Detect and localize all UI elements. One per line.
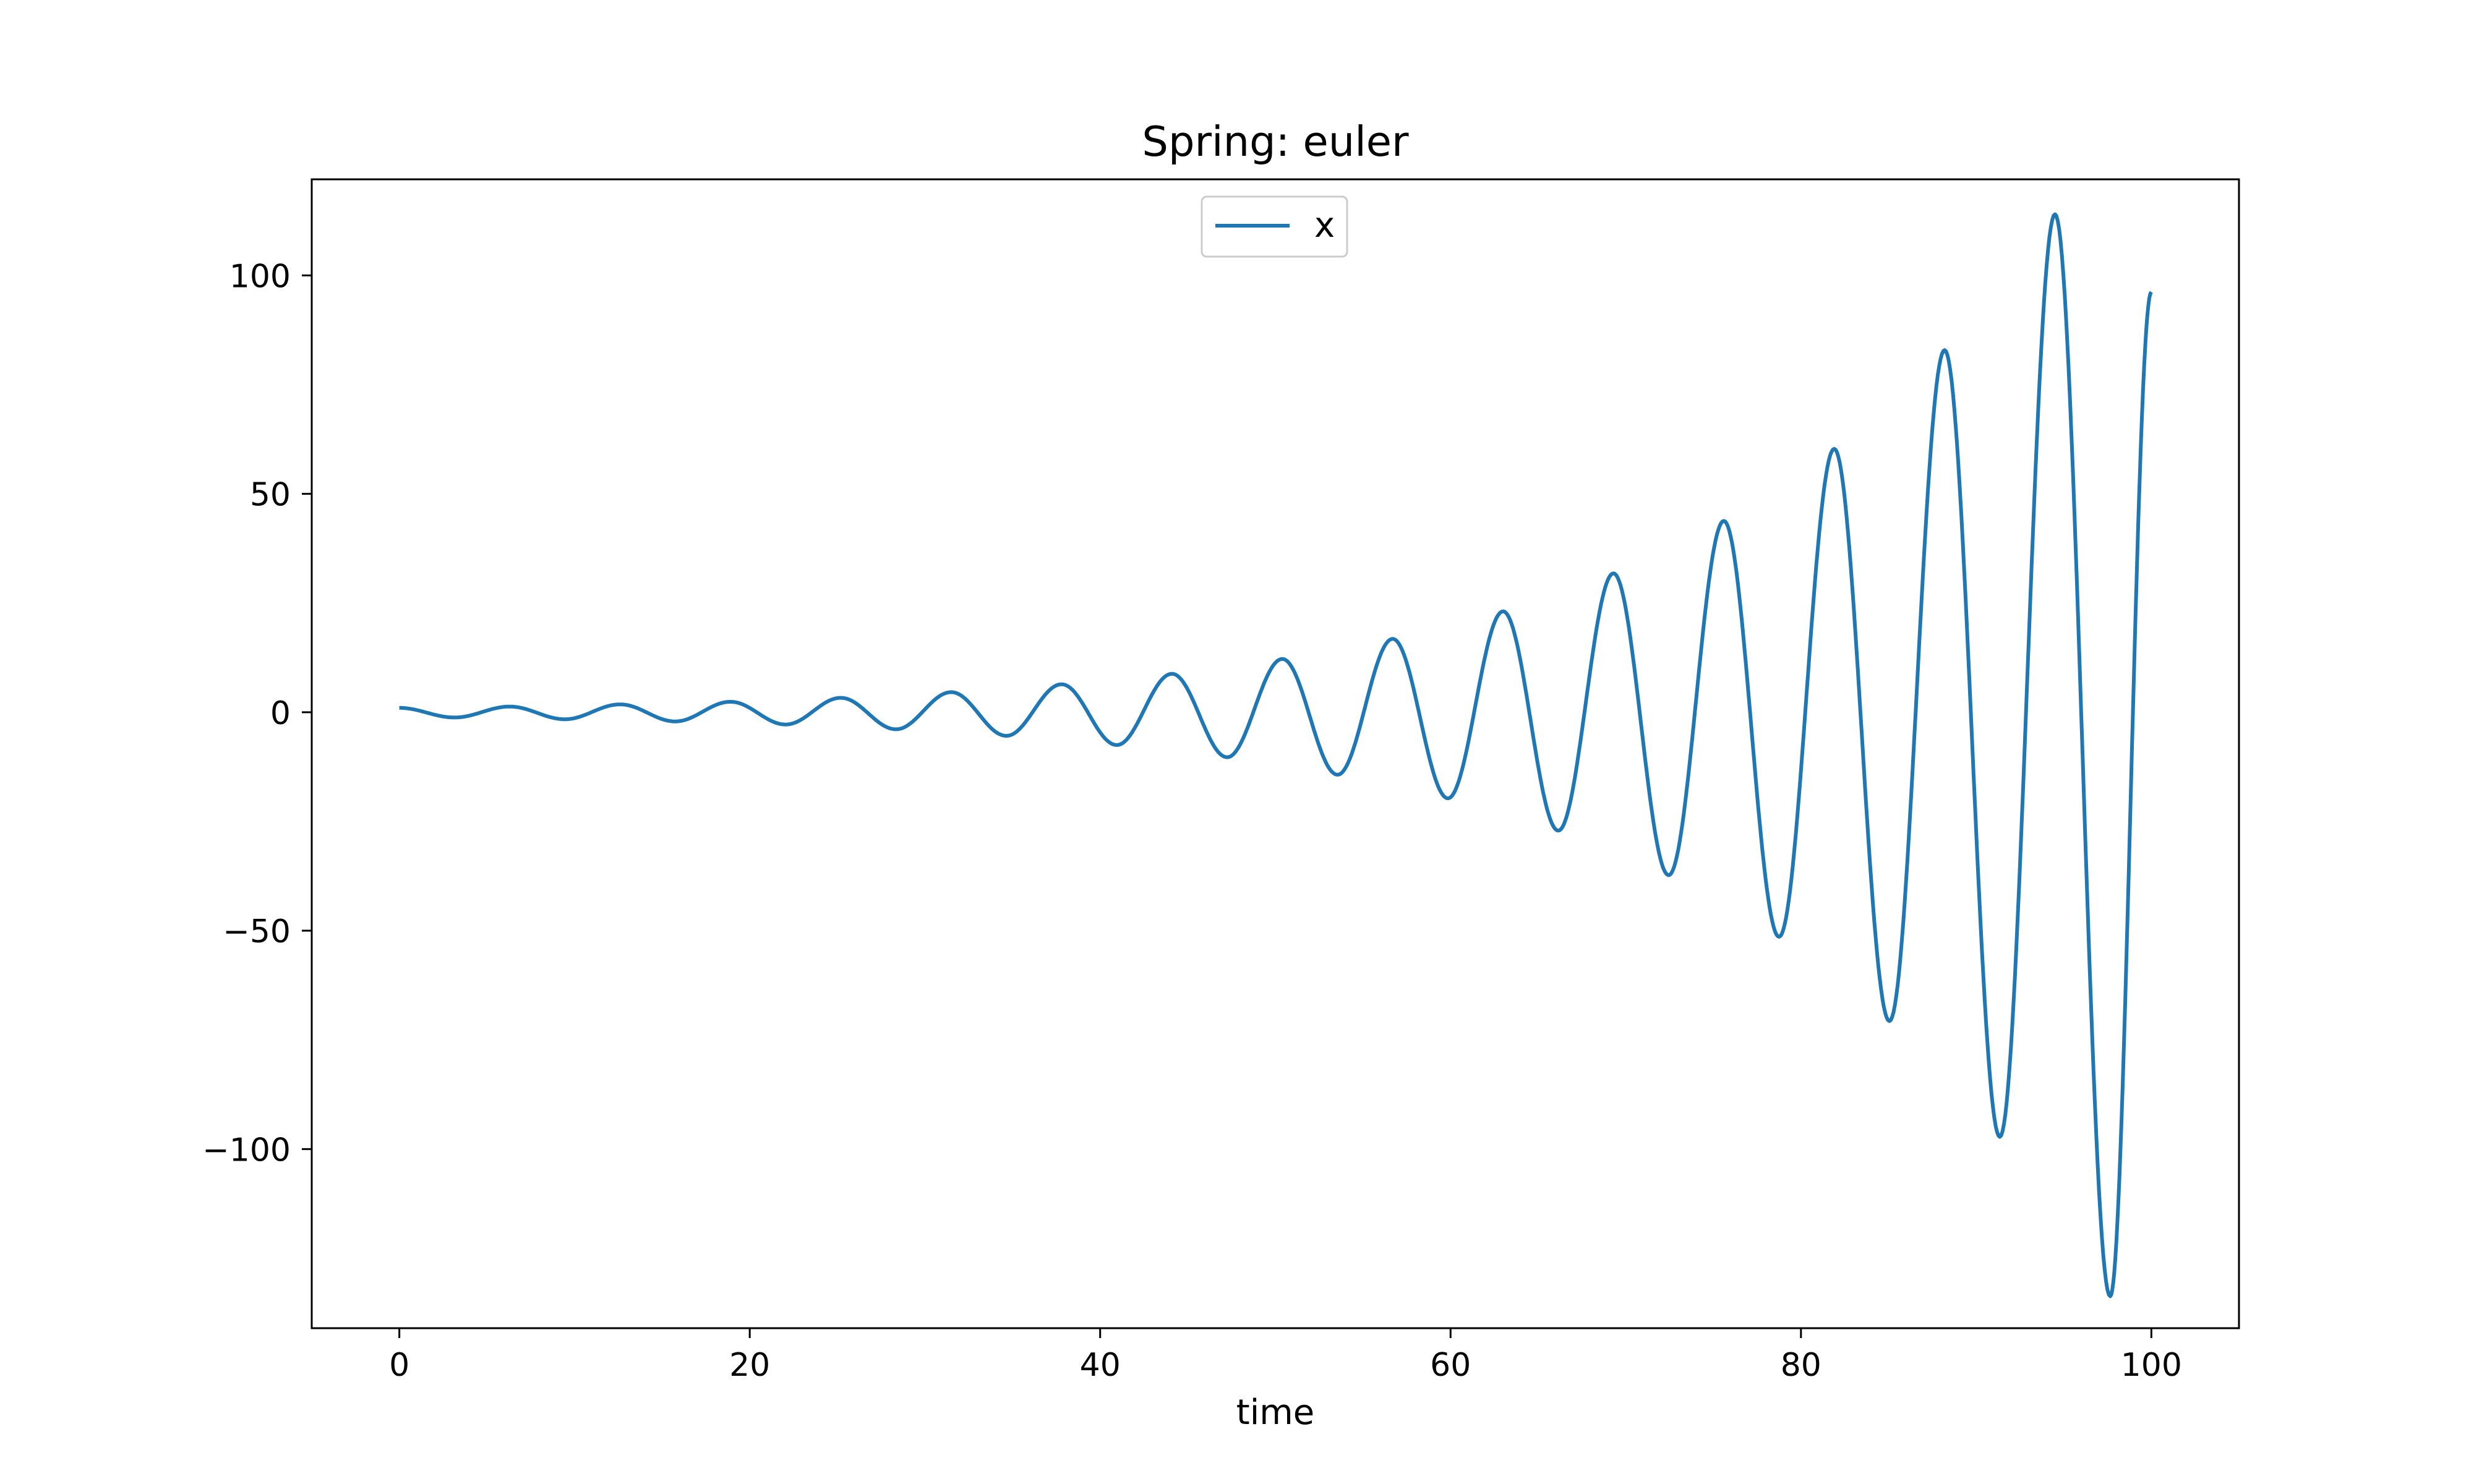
x-axis: 0 20 40 60 80 100 xyxy=(389,1328,2182,1384)
y-tick-label: −100 xyxy=(202,1132,291,1169)
plot-frame xyxy=(310,178,2240,1329)
x-tick-label: 20 xyxy=(729,1347,770,1384)
x-tick-label: 40 xyxy=(1080,1347,1121,1384)
x-tick-label: 100 xyxy=(2121,1347,2182,1384)
y-tick-label: 50 xyxy=(250,477,291,514)
y-tick-label: 0 xyxy=(270,695,291,732)
y-axis: −100 −50 0 50 100 xyxy=(202,258,312,1169)
x-tick-label: 0 xyxy=(389,1347,409,1384)
legend-label: x xyxy=(1314,205,1335,245)
chart-title: Spring: euler xyxy=(1142,117,1409,166)
x-tick-label: 60 xyxy=(1430,1347,1471,1384)
x-axis-title: time xyxy=(1236,1392,1315,1433)
x-tick-label: 80 xyxy=(1781,1347,1821,1384)
y-tick-label: −50 xyxy=(223,913,291,950)
legend: x xyxy=(1201,195,1348,258)
series-line-x xyxy=(398,212,2153,1298)
plot-lines xyxy=(398,212,2153,1298)
y-tick-label: 100 xyxy=(229,258,291,295)
